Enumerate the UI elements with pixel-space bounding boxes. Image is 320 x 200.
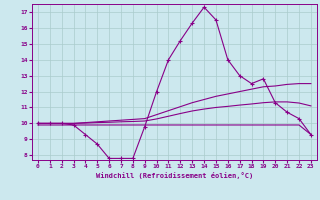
X-axis label: Windchill (Refroidissement éolien,°C): Windchill (Refroidissement éolien,°C) — [96, 172, 253, 179]
